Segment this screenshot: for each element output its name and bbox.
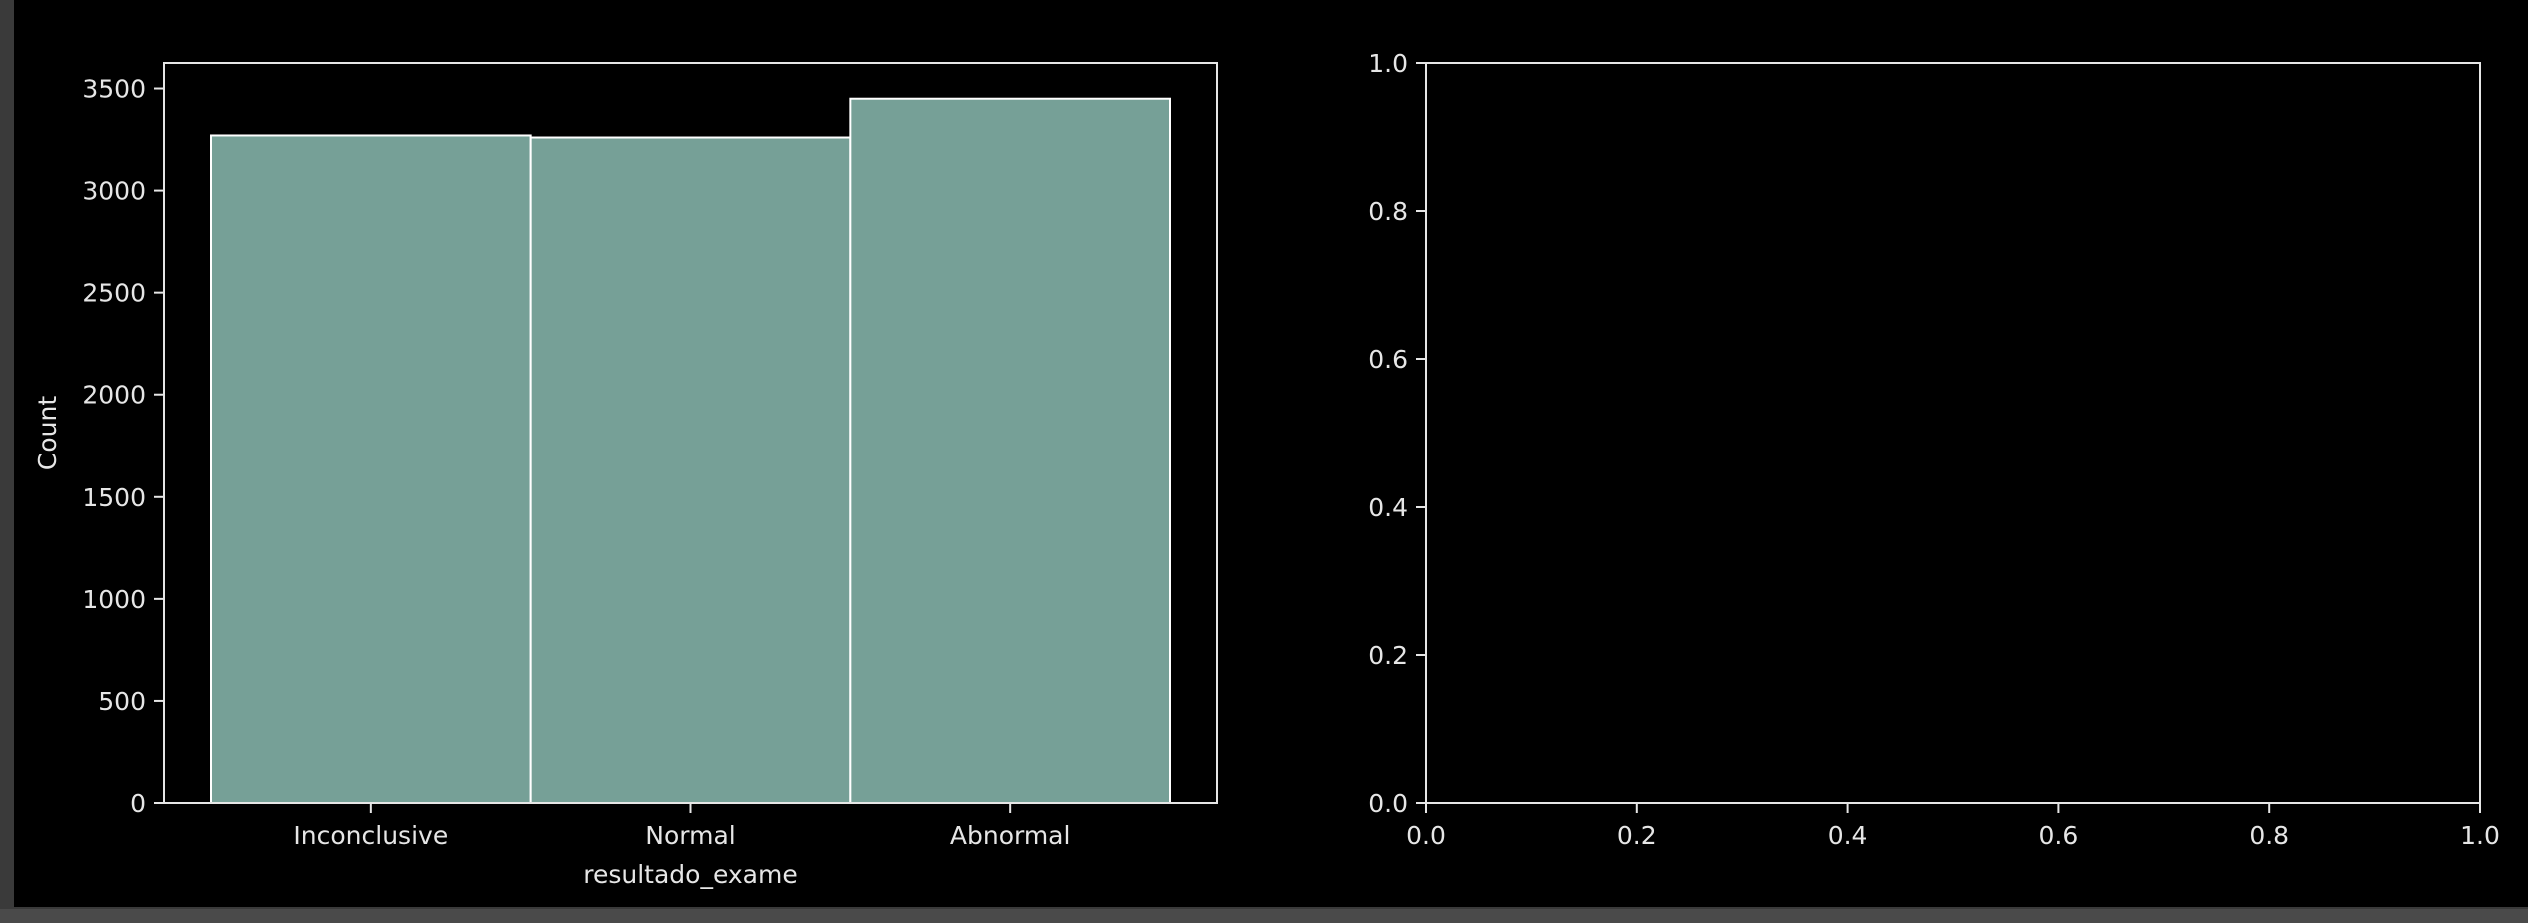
axes-frame [1425, 62, 2481, 804]
y-tick-label: 0.8 [1368, 197, 1408, 226]
y-tick-label: 500 [98, 687, 146, 716]
y-tick-label: 1000 [82, 585, 146, 614]
y-tick-label: 1500 [82, 483, 146, 512]
x-tick-label: 0.0 [1406, 821, 1446, 850]
x-tick-label: Abnormal [950, 821, 1071, 850]
x-ticks-group: Inconclusive Normal Abnormal [293, 803, 1070, 850]
y-tick-label: 1.0 [1368, 49, 1408, 78]
bar-inconclusive [210, 134, 532, 804]
y-tick-label: 0 [130, 789, 146, 818]
bars-group [210, 97, 1171, 805]
x-tick-label: 0.4 [1828, 821, 1868, 850]
bar-abnormal [849, 97, 1171, 805]
x-ticks-group: 0.0 0.2 0.4 0.6 0.8 1.0 [1406, 803, 2500, 850]
y-axis-label: Count [33, 396, 62, 470]
bar-normal [529, 136, 852, 805]
x-tick-label: 0.8 [2249, 821, 2289, 850]
bottom-scrollbar-strip[interactable] [0, 909, 2528, 923]
x-axis-label: resultado_exame [583, 860, 798, 889]
y-tick-label: 0.4 [1368, 493, 1408, 522]
x-tick-label: Inconclusive [293, 821, 448, 850]
y-tick-label: 0.2 [1368, 641, 1408, 670]
bar-chart-panel: 0 500 1000 1500 2000 2500 3000 3500 Inconclusiv… [33, 62, 1218, 889]
y-tick-label: 0.0 [1368, 789, 1408, 818]
y-tick-label: 2000 [82, 381, 146, 410]
x-tick-label: Normal [645, 821, 735, 850]
y-ticks-group: 0.0 0.2 0.4 0.6 0.8 1.0 [1368, 49, 1426, 818]
x-tick-label: 1.0 [2460, 821, 2500, 850]
y-tick-label: 0.6 [1368, 345, 1408, 374]
y-tick-label: 3500 [82, 75, 146, 104]
y-ticks-group: 0 500 1000 1500 2000 2500 3000 3500 [82, 75, 164, 818]
x-tick-label: 0.2 [1617, 821, 1657, 850]
y-tick-label: 2500 [82, 279, 146, 308]
x-tick-label: 0.6 [2039, 821, 2079, 850]
y-tick-label: 3000 [82, 177, 146, 206]
empty-axes-panel: 0.0 0.2 0.4 0.6 0.8 1.0 0.0 0.2 0.4 0.6 0.8 1.0 [1368, 49, 2500, 850]
